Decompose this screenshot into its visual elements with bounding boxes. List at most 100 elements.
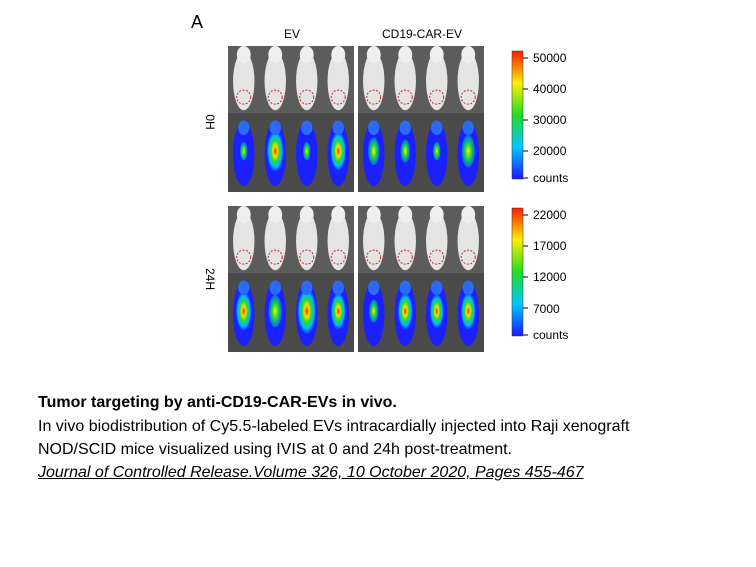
mouse-fluorescence-head (332, 280, 344, 296)
mouse-fluorescence-head (368, 280, 380, 296)
signal-hotspot (297, 287, 317, 335)
tumor-marker (366, 249, 382, 265)
mouse-fluorescence-head (431, 120, 443, 136)
mouse-head (429, 46, 444, 64)
scale-tick: 17000 (533, 239, 567, 253)
mouse-fluorescence-head (399, 280, 411, 296)
mouse-fluorescence-head (462, 120, 474, 136)
caption-text-line-1: In vivo biodistribution of Cy5.5-labeled… (38, 418, 630, 435)
mouse-photo (233, 211, 255, 271)
mouse-photo (394, 51, 416, 111)
scale-tick: 12000 (533, 270, 567, 284)
tumor-marker (299, 249, 315, 265)
scale-units: counts (533, 171, 569, 185)
mouse-head (366, 46, 381, 64)
mouse-head (331, 46, 346, 64)
signal-hotspot (368, 137, 380, 166)
row-label-0h: 0H (203, 114, 217, 130)
signal-hotspot (302, 141, 311, 161)
mouse-fluorescence-head (368, 120, 380, 136)
color-scale-bar-0h (511, 50, 524, 180)
tumor-marker (330, 89, 346, 105)
scale-tick: 50000 (533, 51, 567, 65)
mouse-head (236, 206, 251, 224)
scale-tick: 7000 (533, 302, 560, 316)
mouse-fluorescence-head (269, 280, 281, 296)
mouse-photo (233, 51, 255, 111)
mouse-head (398, 206, 413, 224)
tumor-marker (397, 249, 413, 265)
mouse-photo (296, 211, 318, 271)
color-scale-bar-24h (511, 207, 524, 337)
mouse-fluorescence-head (301, 120, 313, 136)
signal-hotspot (330, 292, 346, 330)
column-label-ev: EV (283, 27, 300, 41)
mouse-photo (296, 51, 318, 111)
mouse-fluorescence-head (462, 280, 474, 296)
mouse-photo (264, 51, 286, 111)
mouse-fluorescence-head (399, 120, 411, 136)
tumor-marker (460, 249, 476, 265)
signal-hotspot (397, 292, 413, 330)
signal-hotspot (330, 131, 347, 171)
tumor-marker (429, 89, 445, 105)
signal-hotspot (461, 134, 475, 168)
mouse-head (236, 46, 251, 64)
mouse-fluorescence-head (301, 280, 313, 296)
mouse-photo (426, 211, 448, 271)
scale-tick: 30000 (533, 113, 567, 127)
mouse-photo (327, 211, 349, 271)
mouse-head (268, 46, 283, 64)
mouse-head (299, 46, 314, 64)
tumor-marker (429, 249, 445, 265)
scale-tick: 20000 (533, 144, 567, 158)
tumor-marker (236, 89, 252, 105)
mouse-head (299, 206, 314, 224)
tumor-marker (460, 89, 476, 105)
mouse-head (461, 206, 476, 224)
mouse-photo (426, 51, 448, 111)
mouse-fluorescence-head (238, 280, 250, 296)
scale-units: counts (533, 328, 569, 342)
mouse-head (461, 46, 476, 64)
tumor-marker (397, 89, 413, 105)
row-label-24h: 24H (203, 267, 217, 290)
signal-hotspot (432, 141, 441, 161)
mouse-head (268, 206, 283, 224)
column-label-cd19-car-ev: CD19-CAR-EV (381, 27, 462, 41)
signal-hotspot (369, 299, 379, 323)
mouse-photo (394, 211, 416, 271)
mouse-photo (363, 211, 385, 271)
tumor-marker (236, 249, 252, 265)
scale-tick: 40000 (533, 82, 567, 96)
mouse-fluorescence-head (238, 120, 250, 136)
tumor-marker (366, 89, 382, 105)
caption-citation: Journal of Controlled Release.Volume 326… (38, 464, 584, 481)
mouse-head (366, 206, 381, 224)
mouse-fluorescence-head (269, 120, 281, 136)
signal-hotspot (239, 141, 248, 161)
signal-hotspot (429, 293, 444, 329)
mouse-fluorescence-head (332, 120, 344, 136)
caption-text-line-2: NOD/SCID mice visualized using IVIS at 0… (38, 441, 512, 458)
signal-hotspot (460, 292, 476, 330)
tumor-marker (267, 89, 283, 105)
mouse-head (429, 206, 444, 224)
mouse-photo (327, 51, 349, 111)
mouse-photo (457, 51, 479, 111)
mouse-photo (457, 211, 479, 271)
mouse-head (331, 206, 346, 224)
mouse-head (398, 46, 413, 64)
signal-hotspot (268, 294, 282, 328)
caption-title: Tumor targeting by anti-CD19-CAR-EVs in … (38, 394, 397, 411)
panel-letter: A (191, 12, 204, 32)
tumor-marker (330, 249, 346, 265)
mouse-photo (264, 211, 286, 271)
signal-hotspot (266, 130, 284, 173)
tumor-marker (299, 89, 315, 105)
mouse-fluorescence-head (431, 280, 443, 296)
signal-hotspot (235, 291, 252, 331)
scale-tick: 22000 (533, 208, 567, 222)
mouse-photo (363, 51, 385, 111)
